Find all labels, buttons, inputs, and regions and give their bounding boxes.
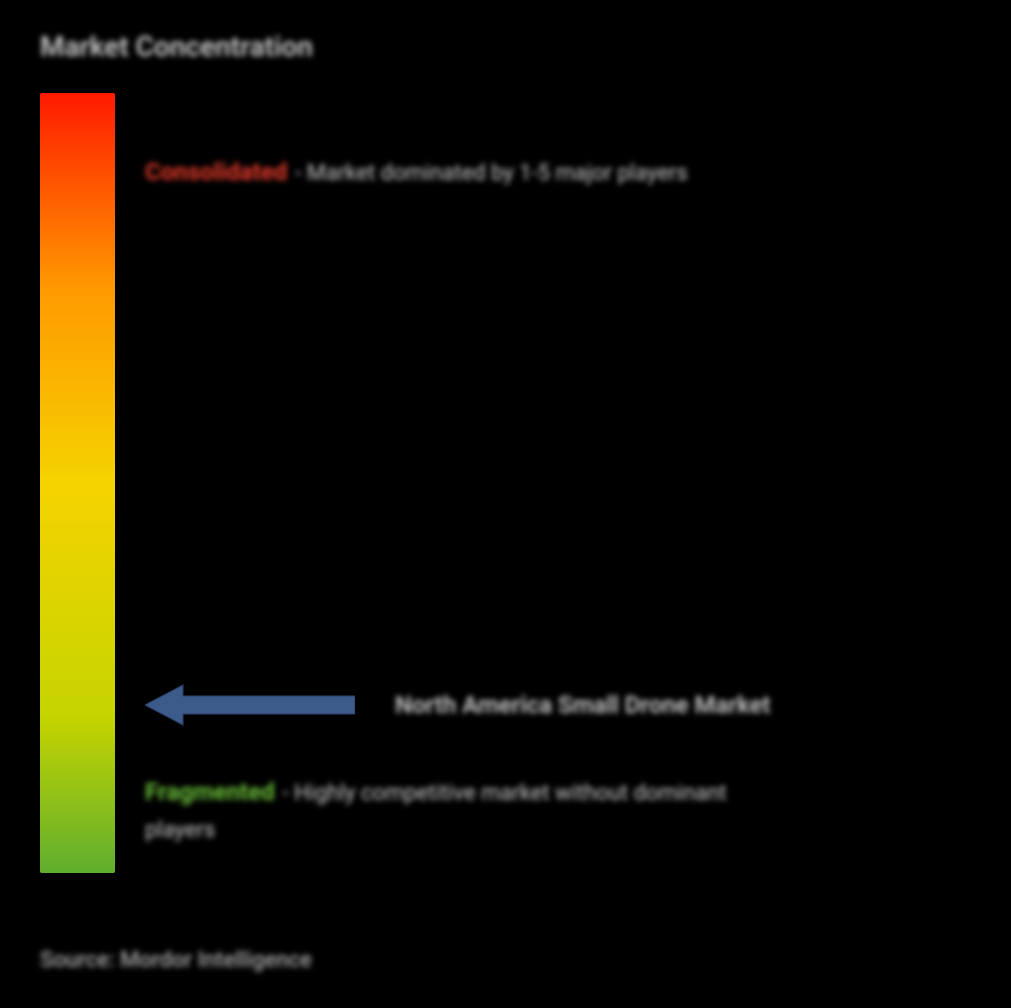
- market-arrow-label: North America Small Drone Market: [395, 691, 771, 719]
- fragmented-key: Fragmented: [145, 778, 275, 806]
- fragmented-label-row: Fragmented - Highly competitive market w…: [145, 778, 931, 843]
- labels-area: Consolidated - Market dominated by 1-5 m…: [145, 93, 971, 873]
- arrow-left-icon: [145, 683, 355, 727]
- fragmented-desc-line2: players: [145, 818, 931, 843]
- fragmented-desc: - Highly competitive market without domi…: [283, 781, 727, 806]
- concentration-gradient-bar: [40, 93, 115, 873]
- consolidated-label-row: Consolidated - Market dominated by 1-5 m…: [145, 158, 931, 186]
- consolidated-key: Consolidated: [145, 158, 287, 186]
- consolidated-desc: - Market dominated by 1-5 major players: [295, 161, 687, 186]
- chart-area: Consolidated - Market dominated by 1-5 m…: [40, 93, 971, 873]
- chart-title: Market Concentration: [40, 30, 971, 63]
- market-arrow-group: North America Small Drone Market: [145, 683, 771, 727]
- market-concentration-infographic: Market Concentration Consolidated - Mark…: [0, 0, 1011, 1008]
- source-attribution: Source: Mordor Intelligence: [40, 948, 312, 973]
